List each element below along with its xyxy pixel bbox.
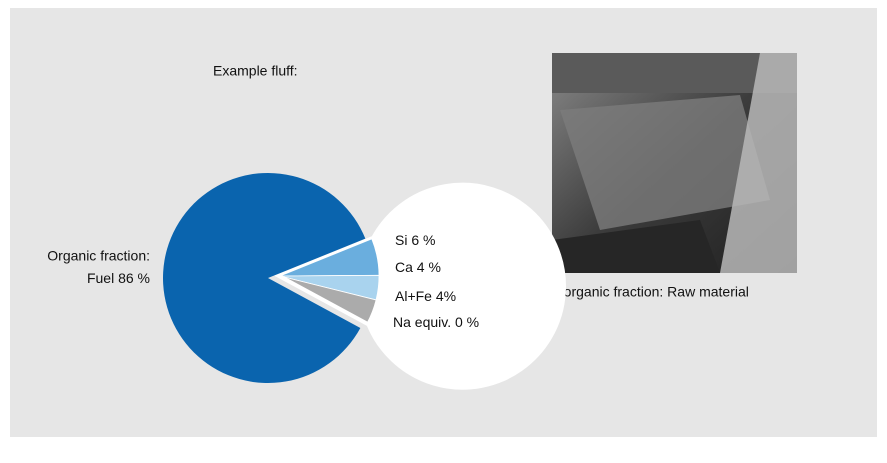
- slice-label: Al+Fe 4%: [395, 288, 456, 304]
- category-label: Al+Fe: [395, 288, 432, 304]
- pie-slice: [279, 274, 374, 328]
- chart-title: Example fluff:: [213, 63, 298, 79]
- category-label: Na equiv.: [393, 314, 451, 330]
- group-label: Organic fraction:: [47, 248, 150, 264]
- category-label: Ca: [395, 259, 413, 275]
- pie: Organic fraction: Fuel 86 % Si 6 % Ca 4 % Al…: [47, 173, 566, 390]
- value-label: 0 %: [455, 314, 479, 330]
- value-label: 4 %: [417, 259, 441, 275]
- value-label: 6 %: [411, 232, 435, 248]
- slice-label: Fuel 86 %: [87, 270, 150, 286]
- photo-caption: Inorganic fraction: Raw material: [552, 284, 749, 300]
- value-label: 86 %: [118, 270, 150, 286]
- pie-slice: [162, 173, 366, 384]
- category-label: Si: [395, 232, 407, 248]
- slice-label: Si 6 %: [395, 232, 435, 248]
- value-label: 4%: [436, 288, 456, 304]
- category-label: Fuel: [87, 270, 114, 286]
- photo: [552, 53, 797, 273]
- explode-outline: [274, 182, 566, 390]
- slice-label: Ca 4 %: [395, 259, 441, 275]
- slice-label: Na equiv. 0 %: [393, 314, 479, 330]
